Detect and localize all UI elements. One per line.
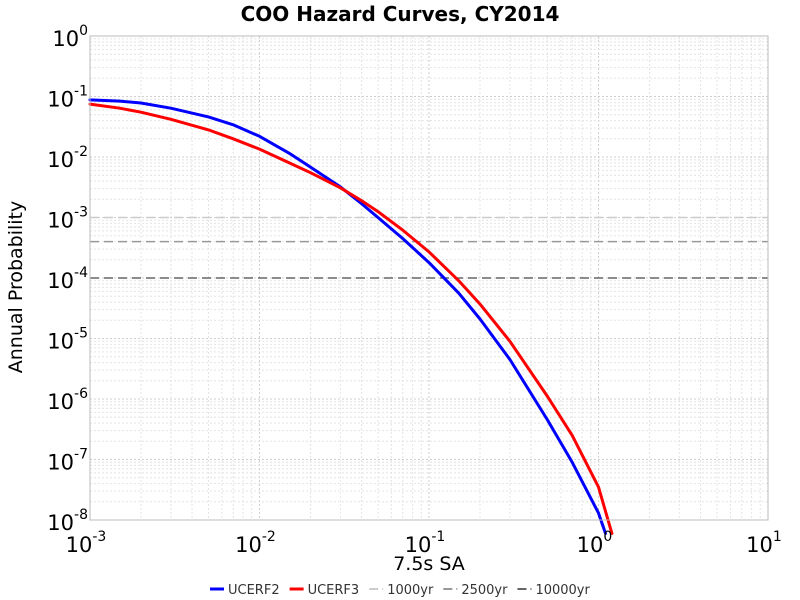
y-tick-label: 10-4 (47, 265, 88, 293)
y-tick-label: 10-2 (47, 144, 88, 172)
series-lines (88, 98, 614, 535)
y-tick-label: 100 (52, 23, 88, 51)
legend-label: 1000yr (387, 583, 434, 598)
legend-label: UCERF3 (308, 583, 360, 598)
legend-label: 2500yr (461, 583, 508, 598)
x-tick-label: 10-1 (405, 529, 446, 557)
legend-item-1000yr: 1000yr (369, 583, 434, 598)
y-tick-label: 10-6 (47, 386, 88, 414)
plot-frame (89, 35, 769, 521)
legend-label: 10000yr (535, 583, 590, 598)
y-axis-ticks: 100 10-1 10-2 10-3 10-4 10-5 10-6 10-7 10-8 (47, 23, 88, 535)
x-tick-label: 10-3 (66, 529, 107, 557)
legend-item-UCERF3: UCERF3 (289, 583, 360, 598)
reference-lines (90, 216, 768, 279)
x-tick-label: 100 (577, 529, 613, 557)
x-tick-label: 10-2 (235, 529, 276, 557)
x-axis-label: 7.5s SA (393, 553, 465, 575)
y-tick-label: 10-7 (47, 447, 88, 475)
legend-label: UCERF2 (228, 583, 280, 598)
y-tick-label: 10-5 (47, 326, 88, 354)
series-line-ucerf3 (88, 102, 614, 535)
legend-item-2500yr: 2500yr (443, 583, 508, 598)
x-tick-label: 101 (746, 529, 782, 557)
y-axis-label: Annual Probability (5, 201, 27, 374)
y-tick-label: 10-3 (47, 205, 88, 233)
y-tick-label: 10-8 (47, 507, 88, 535)
y-tick-label: 10-1 (47, 84, 88, 112)
legend-item-10000yr: 10000yr (517, 583, 590, 598)
series-line-ucerf2 (88, 98, 607, 535)
chart-title: COO Hazard Curves, CY2014 (241, 2, 560, 26)
legend: UCERF2 UCERF3 1000yr 2500yr 10000yr (210, 583, 590, 598)
legend-item-UCERF2: UCERF2 (210, 583, 280, 598)
x-axis-ticks: 10-3 10-2 10-1 100 101 (66, 529, 782, 557)
